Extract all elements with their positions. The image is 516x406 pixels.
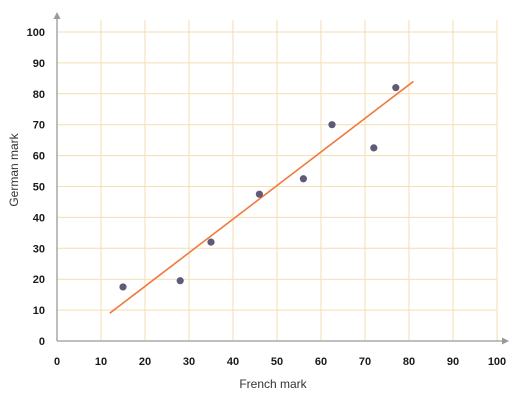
y-tick-label: 90 <box>33 58 45 70</box>
x-tick-labels: 0 10 20 30 40 50 60 70 80 90 100 <box>54 356 506 368</box>
data-points <box>119 84 400 291</box>
data-point <box>328 121 336 129</box>
x-axis-arrow-icon <box>502 337 509 345</box>
y-axis-arrow-icon <box>53 12 61 19</box>
x-tick-label: 20 <box>139 356 151 368</box>
data-point <box>176 277 184 285</box>
x-tick-label: 0 <box>54 356 60 368</box>
x-tick-label: 50 <box>271 356 283 368</box>
x-axis-title: French mark <box>239 377 307 391</box>
x-tick-label: 10 <box>95 356 107 368</box>
y-axis-title: German mark <box>7 132 21 206</box>
x-tick-label: 100 <box>488 356 506 368</box>
data-point <box>370 144 378 152</box>
x-tick-label: 80 <box>403 356 415 368</box>
y-tick-label: 10 <box>33 305 45 317</box>
axes <box>53 12 509 345</box>
trendline <box>109 80 414 314</box>
y-tick-label: 0 <box>39 336 45 348</box>
x-tick-label: 40 <box>227 356 239 368</box>
data-point <box>255 190 263 198</box>
data-point <box>392 84 400 92</box>
y-tick-label: 100 <box>27 27 45 39</box>
data-point <box>207 238 215 246</box>
y-tick-label: 20 <box>33 274 45 286</box>
grid <box>57 20 498 341</box>
x-tick-label: 30 <box>183 356 195 368</box>
y-tick-label: 50 <box>33 182 45 194</box>
y-tick-label: 40 <box>33 212 45 224</box>
y-tick-label: 60 <box>33 151 45 163</box>
data-point <box>299 175 307 183</box>
x-tick-label: 70 <box>359 356 371 368</box>
y-tick-label: 30 <box>33 243 45 255</box>
x-tick-label: 60 <box>315 356 327 368</box>
trendline-layer <box>109 80 414 314</box>
x-tick-label: 90 <box>447 356 459 368</box>
y-tick-label: 70 <box>33 120 45 132</box>
data-point <box>119 283 127 291</box>
y-tick-label: 80 <box>33 89 45 101</box>
y-tick-labels: 0 10 20 30 40 50 60 70 80 90 100 <box>27 27 45 348</box>
